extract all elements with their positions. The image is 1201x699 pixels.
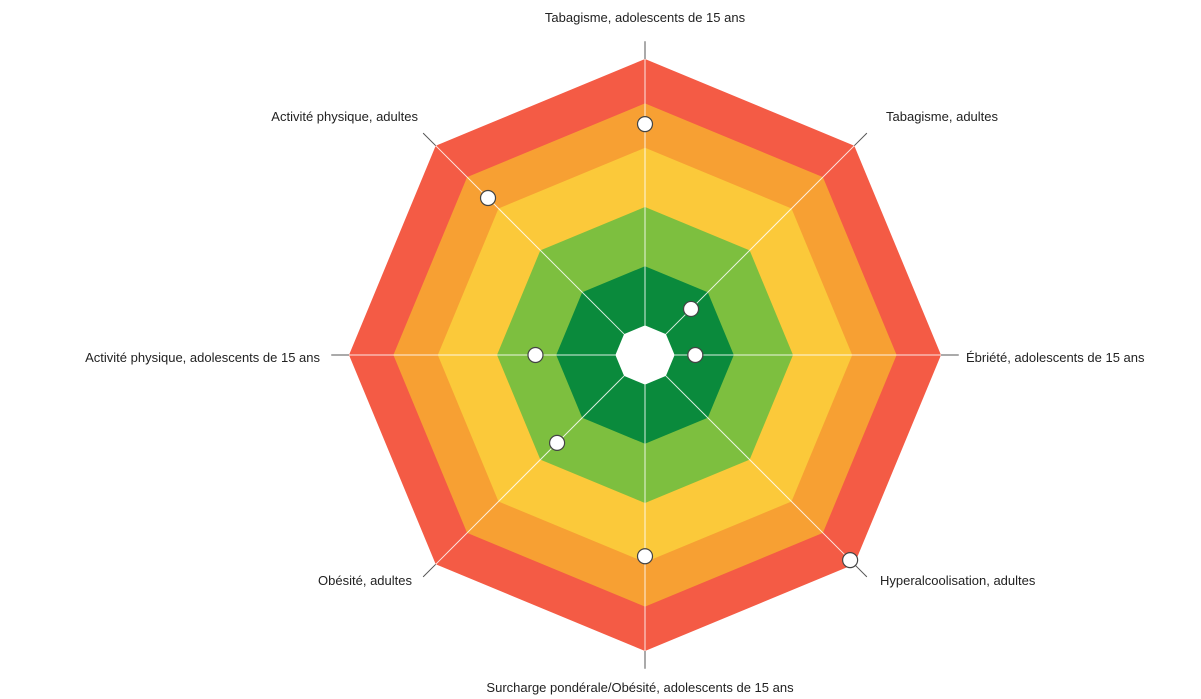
axis-label-activite-physique-adolescents: Activité physique, adolescents de 15 ans [85,350,320,365]
center-blank [615,325,675,385]
data-point [636,116,654,133]
data-point [842,552,859,569]
data-point [479,189,497,207]
axis-tick [853,132,868,147]
axis-tick [422,563,437,578]
axis-label-surcharge-obesite-adolescents: Surcharge pondérale/Obésité, adolescents… [486,680,794,695]
axis-label-ebriete-adolescents: Ébriété, adolescents de 15 ans [966,350,1145,365]
axis-tick [853,563,868,578]
data-point [548,434,566,452]
axis-label-tabagisme-adolescents: Tabagisme, adolescents de 15 ans [545,10,746,25]
axis-label-hyperalcoolisation-adultes: Hyperalcoolisation, adultes [880,573,1036,588]
data-point [636,548,654,565]
spoke-line [665,145,855,335]
spoke-layer [331,41,959,669]
spoke-line [435,145,625,335]
data-point [687,346,704,364]
data-point [527,346,544,364]
marker-layer [479,116,859,569]
axis-tick [422,132,437,147]
axis-label-activite-physique-adultes: Activité physique, adultes [271,109,418,124]
spoke-line [435,375,625,565]
data-point [682,300,700,318]
axis-label-obesite-adultes: Obésité, adultes [318,573,412,588]
spoke-line [665,375,855,565]
axis-label-tabagisme-adultes: Tabagisme, adultes [886,109,999,124]
